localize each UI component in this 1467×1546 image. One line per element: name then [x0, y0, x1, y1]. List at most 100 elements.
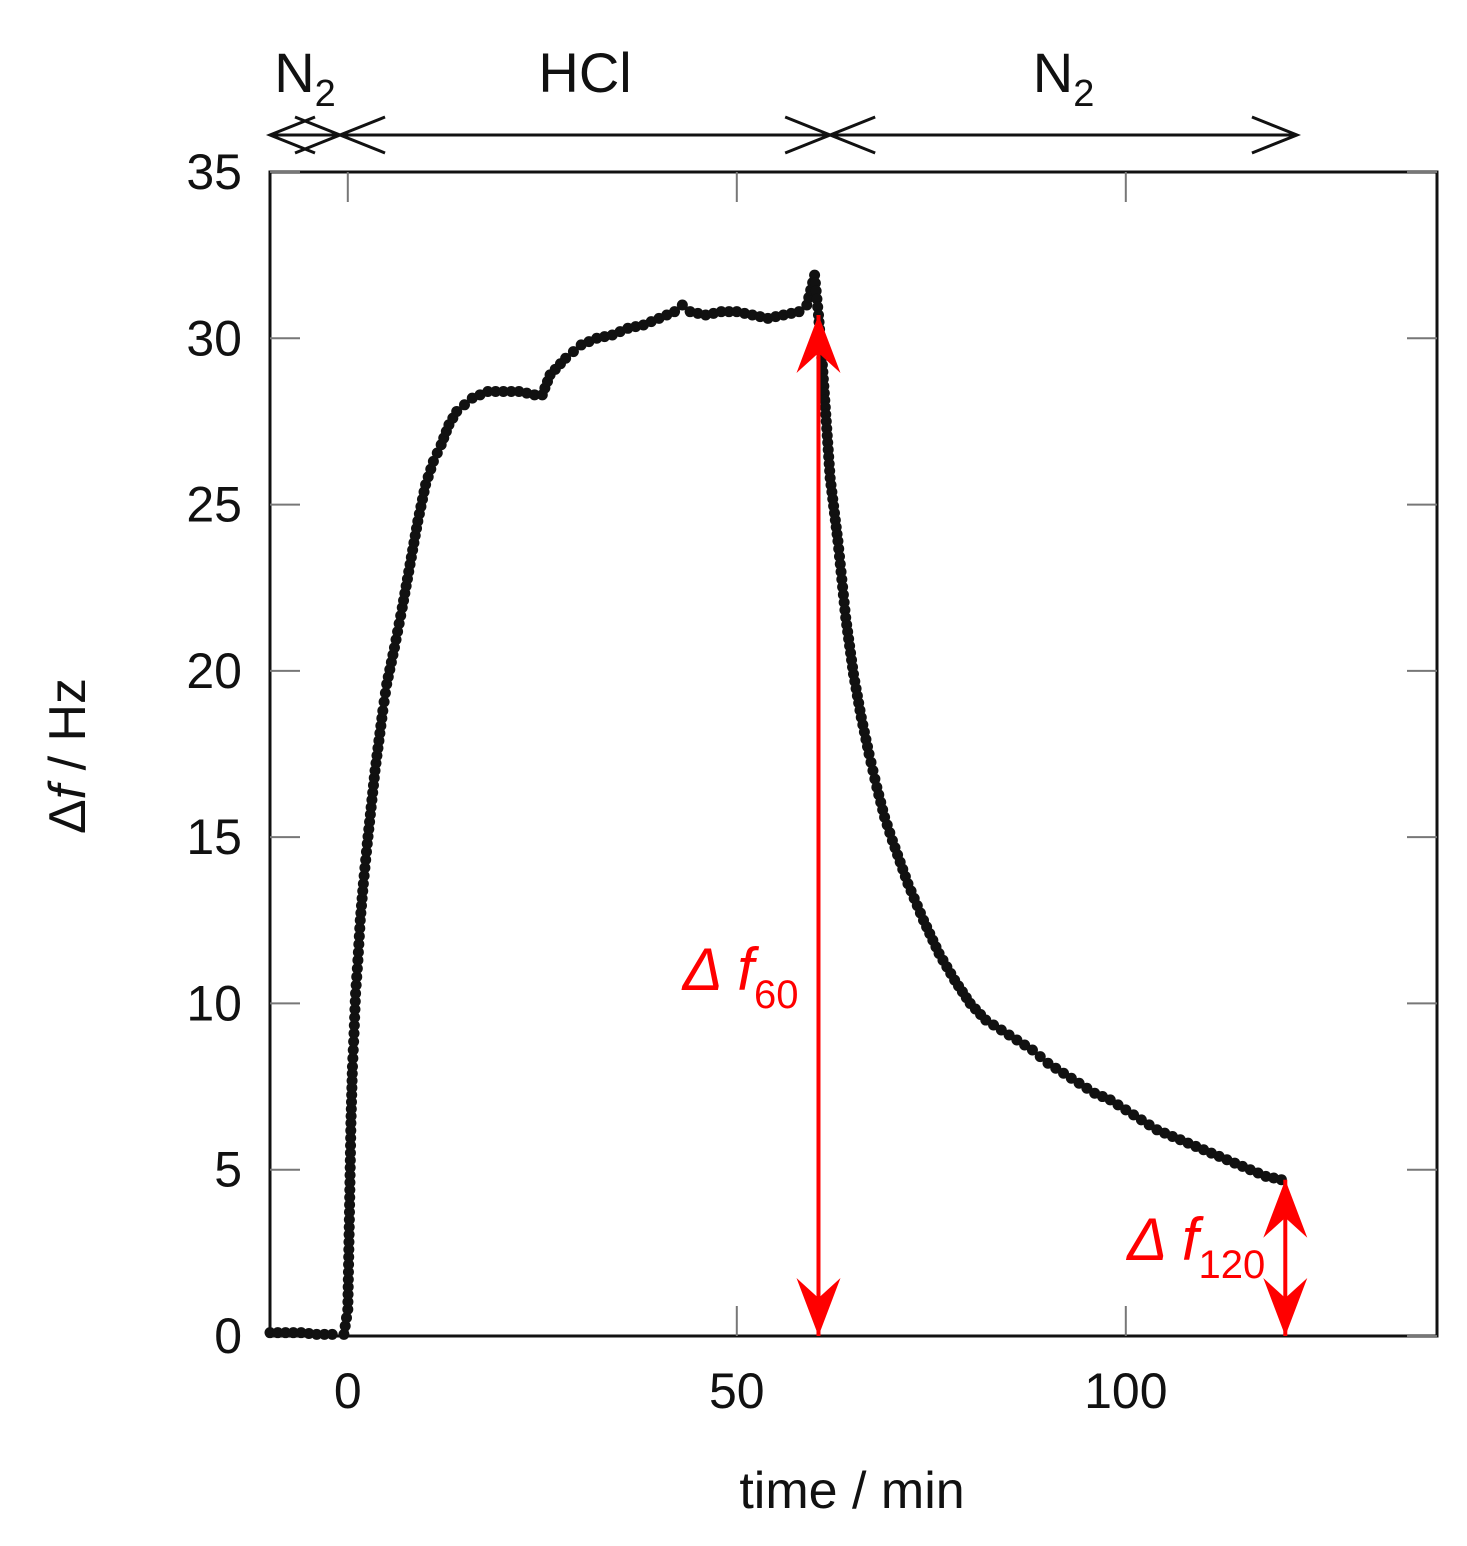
- data-point: [869, 773, 881, 785]
- data-point: [347, 1052, 359, 1064]
- y-tick-label: 20: [186, 643, 242, 699]
- data-point: [349, 995, 361, 1007]
- data-point: [1026, 1044, 1038, 1056]
- x-tick-label: 50: [709, 1363, 765, 1419]
- data-point: [995, 1024, 1007, 1036]
- data-point: [809, 269, 821, 281]
- data-point: [349, 1011, 361, 1023]
- x-tick-label: 0: [334, 1363, 362, 1419]
- axis-ticks: [270, 171, 1437, 1337]
- data-point: [427, 455, 439, 467]
- data-point: [809, 277, 821, 289]
- data-point: [352, 954, 364, 966]
- data-point: [811, 293, 823, 305]
- data-point: [715, 306, 727, 318]
- phase-bar: N2 HCl N2: [265, 41, 1301, 155]
- data-point: [350, 979, 362, 991]
- y-tick-label: 10: [186, 975, 242, 1031]
- data-point: [326, 1328, 338, 1340]
- data-point: [348, 1019, 360, 1031]
- annotations: Δ f60 Δ f120: [681, 315, 1308, 1336]
- data-point: [1011, 1034, 1023, 1046]
- data-point: [1104, 1094, 1116, 1106]
- data-point: [280, 1327, 292, 1339]
- data-point: [339, 1320, 351, 1332]
- y-axis-label-unit: / Hz: [39, 678, 97, 785]
- data-point: [349, 1003, 361, 1015]
- data-point: [1019, 1039, 1031, 1051]
- data-point: [379, 687, 391, 699]
- tick-labels: 0 5 10 15 20 25 30 35 0 50 100: [186, 144, 1167, 1419]
- data-point: [272, 1327, 284, 1339]
- data-point: [676, 299, 688, 311]
- phase-label: N2: [274, 41, 336, 115]
- phase-arrowhead-left: [826, 115, 876, 155]
- y-tick-label: 35: [186, 144, 242, 200]
- data-point: [377, 705, 389, 717]
- data-point: [1120, 1104, 1132, 1116]
- data-point: [350, 987, 362, 999]
- data-point: [865, 756, 877, 768]
- phase-label: N2: [1033, 41, 1095, 115]
- data-point: [505, 385, 517, 397]
- data-point: [287, 1327, 299, 1339]
- data-point: [482, 385, 494, 397]
- data-point: [810, 285, 822, 297]
- data-point: [264, 1327, 276, 1339]
- data-point: [1143, 1119, 1155, 1131]
- data-point: [1081, 1082, 1093, 1094]
- data-point: [1050, 1062, 1062, 1074]
- data-point: [1003, 1029, 1015, 1041]
- data-point: [529, 389, 541, 401]
- y-axis-label-symbol: f: [39, 780, 97, 799]
- phase-arrowhead-left: [265, 115, 316, 155]
- data-point: [567, 346, 579, 358]
- annotation-label: Δ f60: [681, 936, 799, 1017]
- plot-frame: [268, 170, 1439, 1338]
- data-point: [497, 385, 509, 397]
- phase-arrowhead-left: [335, 115, 386, 155]
- data-point: [353, 930, 365, 942]
- y-tick-label: 5: [214, 1142, 242, 1198]
- data-point: [793, 306, 805, 318]
- data-point: [378, 696, 390, 708]
- data-point: [338, 1328, 350, 1340]
- data-point: [459, 399, 470, 411]
- data-point: [1058, 1067, 1070, 1079]
- data-point: [863, 748, 875, 760]
- data-point: [357, 878, 369, 890]
- x-axis-label: time / min: [739, 1462, 964, 1520]
- data-point: [431, 447, 443, 459]
- data-point: [348, 1027, 360, 1039]
- y-tick-label: 0: [214, 1308, 242, 1364]
- plot-border: [268, 170, 1439, 1338]
- annotation-arrowhead-bottom: [1263, 1278, 1308, 1336]
- data-point: [354, 922, 366, 934]
- data-point: [346, 1061, 358, 1073]
- data-point: [451, 405, 463, 417]
- data-point: [351, 971, 363, 983]
- annotation-arrowhead-top: [1263, 1179, 1308, 1238]
- data-point: [1112, 1099, 1124, 1111]
- data-point: [723, 306, 735, 318]
- annotation-arrowhead-top: [796, 315, 841, 374]
- data-point: [318, 1328, 330, 1340]
- phase-arrowhead-right: [1251, 115, 1301, 155]
- data-point: [360, 854, 372, 866]
- data-point: [867, 765, 879, 777]
- data-point: [347, 1044, 359, 1056]
- data-point: [1065, 1072, 1077, 1084]
- data-point: [669, 306, 681, 318]
- data-point: [490, 385, 502, 397]
- data-point: [980, 1014, 992, 1026]
- data-point: [1128, 1109, 1140, 1121]
- data-point: [358, 870, 370, 882]
- data-point: [812, 301, 824, 313]
- data-point: [341, 1312, 353, 1324]
- data-point: [360, 846, 372, 858]
- data-point: [348, 1036, 360, 1048]
- y-tick-label: 30: [186, 310, 242, 366]
- x-tick-label: 100: [1084, 1363, 1167, 1419]
